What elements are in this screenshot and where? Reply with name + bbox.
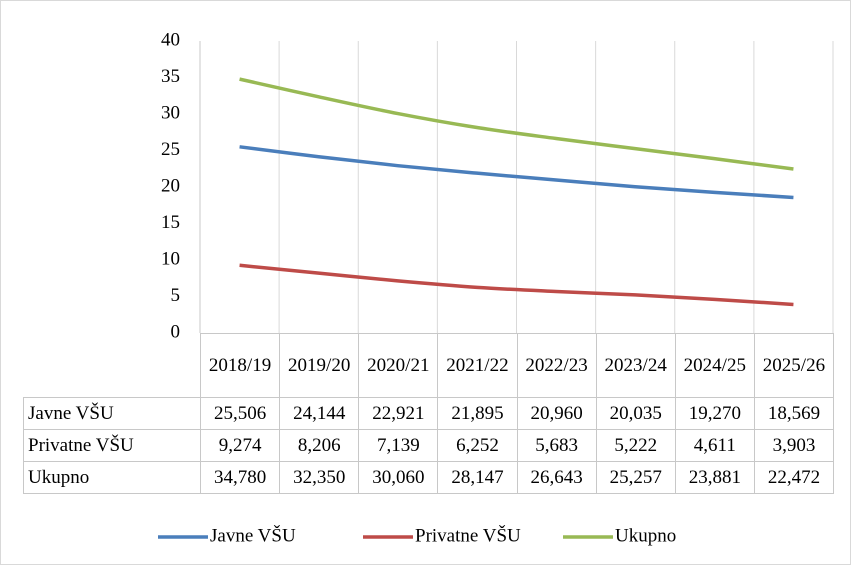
corner [23,333,201,398]
value-cell: 22,921 [358,397,439,430]
y-tick-label: 15 [161,212,180,233]
value-cell: 6,252 [437,429,518,462]
value-cell: 5,683 [516,429,597,462]
value-cell: 18,569 [753,397,835,430]
value-cell: 20,035 [595,397,676,430]
value-cell: 8,206 [279,429,360,462]
series-line [239,263,794,307]
value-cell: 32,350 [279,461,360,494]
y-tick-label: 25 [161,139,180,160]
data-table: 2018/19 2019/20 2020/21 2021/22 2022/23 2023/… [23,333,835,494]
series-line [239,145,794,200]
y-tick-label: 35 [161,66,180,87]
row-label: Javne VŠU [23,397,201,430]
x-tick-label: 2024/25 [674,333,755,398]
table-row: Javne VŠU 25,506 24,144 22,921 21,895 20,960 2… [23,397,835,430]
x-tick-label: 2021/22 [437,333,518,398]
value-cell: 5,222 [595,429,676,462]
value-cell: 19,270 [674,397,755,430]
table-row: Ukupno 34,780 32,350 30,060 28,147 26,643 25,2… [23,461,835,494]
x-tick-label: 2018/19 [199,333,281,398]
x-tick-label: 2019/20 [279,333,360,398]
header-row: 2018/19 2019/20 2020/21 2021/22 2022/23 2023/… [23,333,835,398]
x-tick-label: 2020/21 [358,333,439,398]
legend-label: Ukupno [615,525,676,546]
value-cell: 25,257 [595,461,676,494]
row-label: Ukupno [23,461,201,494]
x-tick-label: 2023/24 [595,333,676,398]
value-cell: 30,060 [358,461,439,494]
value-cell: 23,881 [674,461,755,494]
series-line [239,77,794,171]
value-cell: 28,147 [437,461,518,494]
legend-label: Javne VŠU [210,524,296,546]
value-cell: 22,472 [753,461,835,494]
y-tick-label: 30 [161,102,180,123]
y-tick-label: 20 [161,175,180,196]
table-row: Privatne VŠU 9,274 8,206 7,139 6,252 5,683 5,2… [23,429,835,462]
y-tick-label: 5 [171,285,181,306]
value-cell: 20,960 [516,397,597,430]
value-cell: 21,895 [437,397,518,430]
x-tick-label: 2022/23 [516,333,597,398]
x-tick-label: 2025/26 [753,333,835,398]
y-tick-label: 0 [171,321,181,342]
value-cell: 4,611 [674,429,755,462]
value-cell: 9,274 [199,429,281,462]
y-tick-label: 40 [161,29,180,50]
value-cell: 26,643 [516,461,597,494]
y-tick-label: 10 [161,248,180,269]
value-cell: 24,144 [279,397,360,430]
value-cell: 34,780 [199,461,281,494]
value-cell: 7,139 [358,429,439,462]
value-cell: 25,506 [199,397,281,430]
legend-label: Privatne VŠU [415,524,521,546]
row-label: Privatne VŠU [23,429,201,462]
value-cell: 3,903 [753,429,835,462]
